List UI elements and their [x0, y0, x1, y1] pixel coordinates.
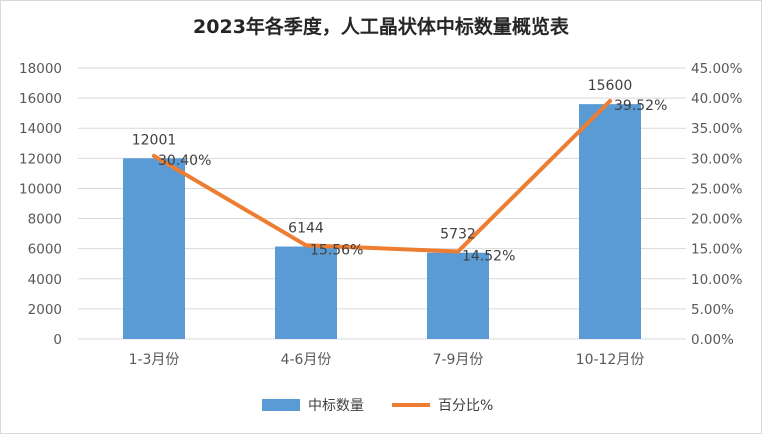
left-axis-tick-label: 0: [53, 332, 62, 348]
bar: [579, 104, 641, 339]
left-axis-tick-label: 18000: [19, 61, 62, 77]
right-axis-tick-label: 5.00%: [691, 302, 734, 318]
left-axis-tick-label: 4000: [28, 272, 62, 288]
left-axis-tick-label: 8000: [28, 212, 62, 228]
right-axis-tick-label: 30.00%: [691, 151, 743, 167]
right-axis-tick-label: 10.00%: [691, 272, 743, 288]
legend-label-bar: 中标数量: [308, 398, 364, 414]
x-axis-label: 10-12月份: [576, 352, 645, 368]
line-value-label: 15.56%: [310, 242, 363, 258]
right-axis-tick-label: 40.00%: [691, 91, 743, 107]
right-axis-tick-label: 45.00%: [691, 61, 743, 77]
right-axis-tick-label: 15.00%: [691, 242, 743, 258]
right-axis-tick-label: 0.00%: [691, 332, 734, 348]
bar-value-label: 15600: [588, 78, 633, 94]
left-axis-tick-label: 14000: [19, 121, 62, 137]
legend: 中标数量 百分比%: [262, 395, 511, 415]
bar-series: [123, 104, 641, 339]
line-point: [304, 243, 308, 248]
left-axis-tick-label: 2000: [28, 302, 62, 318]
right-axis-tick-label: 20.00%: [691, 212, 743, 228]
bar: [123, 158, 185, 339]
line-point: [152, 153, 156, 158]
right-axis-tick-label: 35.00%: [691, 121, 743, 137]
left-axis-tick-label: 12000: [19, 151, 62, 167]
legend-label-line: 百分比%: [438, 398, 494, 414]
left-axis-tick-label: 6000: [28, 242, 62, 258]
x-axis-label: 4-6月份: [281, 352, 332, 368]
legend-item-bar: 中标数量: [262, 395, 364, 415]
legend-item-line: 百分比%: [392, 395, 493, 415]
line-series: [152, 99, 612, 254]
right-axis-ticks: 0.00% 5.00% 10.00% 15.00% 20.00% 25.00% 30.00%…: [691, 61, 743, 348]
bar: [275, 246, 337, 339]
x-axis-labels: 1-3月份 4-6月份 7-9月份 10-12月份: [129, 352, 645, 368]
chart-title: 2023年各季度，人工晶状体中标数量概览表: [193, 16, 569, 38]
left-axis-ticks: 0 2000 4000 6000 8000 10000 12000 14000 16000 180…: [19, 61, 62, 348]
line-value-label: 30.40%: [158, 153, 211, 169]
line-series-path: [152, 99, 612, 254]
left-axis-tick-label: 16000: [19, 91, 62, 107]
x-axis-label: 1-3月份: [129, 352, 180, 368]
data-labels: 12001 6144 5732 15600 30.40% 15.56% 14.52% 39.5…: [132, 78, 668, 264]
bar-value-label: 12001: [132, 132, 177, 148]
bar: [427, 252, 489, 339]
left-axis-tick-label: 10000: [19, 181, 62, 197]
line-value-label: 39.52%: [614, 98, 667, 114]
bar-value-label: 5732: [440, 227, 476, 243]
x-axis-label: 7-9月份: [433, 352, 484, 368]
right-axis-tick-label: 25.00%: [691, 181, 743, 197]
line-point: [608, 99, 612, 104]
line-point: [456, 249, 460, 254]
bar-value-label: 6144: [288, 220, 324, 236]
line-value-label: 14.52%: [462, 249, 515, 265]
legend-swatch-bar: [262, 399, 300, 411]
legend-swatch-line: [392, 403, 430, 407]
